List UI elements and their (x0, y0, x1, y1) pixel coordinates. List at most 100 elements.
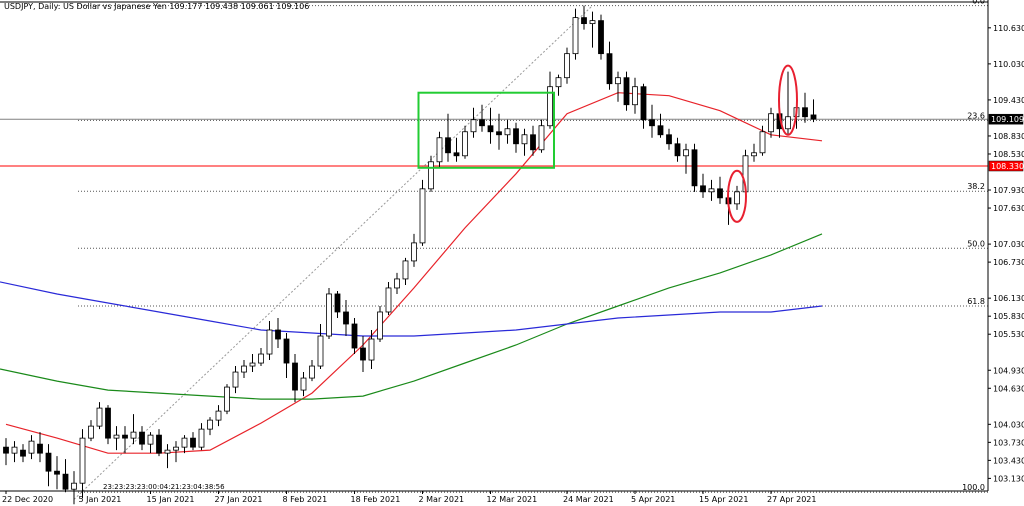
candle (445, 113, 451, 162)
candle-body (343, 311, 349, 325)
candle (683, 143, 689, 174)
y-tick-label: 104.930 (993, 366, 1024, 375)
candle (657, 113, 664, 138)
candle-body (368, 338, 375, 361)
candle (122, 426, 128, 454)
candle (810, 99, 817, 123)
candle-body (275, 329, 281, 340)
annotations (417, 64, 798, 223)
candle-body (241, 365, 247, 373)
candle-body (88, 425, 94, 439)
candle-body (504, 128, 511, 136)
candle-body (258, 353, 264, 364)
candle-body (708, 188, 715, 193)
candle (385, 281, 392, 315)
candle (564, 47, 570, 84)
x-tick-label: 12 Mar 2021 (487, 495, 538, 504)
fib-label: 38.2 (967, 182, 985, 191)
candle-body (292, 362, 298, 391)
y-tick-label: 104.630 (993, 384, 1024, 393)
candle-body (105, 407, 111, 439)
candle (266, 320, 273, 361)
candle (139, 426, 145, 451)
highlight-ellipse (778, 64, 798, 136)
candle-body (615, 77, 621, 85)
candle-body (496, 131, 502, 136)
x-tick-label: 5 Apr 2021 (631, 495, 675, 504)
candle-body (666, 134, 672, 145)
candle-body (802, 107, 808, 118)
x-tick-label: 5 Jan 2021 (79, 495, 122, 504)
candle (283, 333, 290, 379)
candle (292, 354, 298, 403)
y-tick-label: 104.030 (993, 420, 1024, 429)
candle-body (734, 191, 740, 205)
candle (3, 438, 9, 466)
chart-overlays (0, 5, 988, 500)
candle-body (122, 434, 128, 439)
candle (530, 125, 536, 156)
candle-body (572, 17, 579, 55)
candle (606, 41, 613, 90)
moving-averages (0, 92, 823, 454)
candle (207, 417, 213, 436)
candle-body (28, 440, 35, 454)
candle (479, 104, 485, 132)
y-tick-label: 106.130 (993, 294, 1024, 303)
candle-body (462, 131, 468, 157)
candle-body (700, 185, 706, 193)
candle (224, 384, 230, 415)
candle-body (419, 188, 426, 244)
ma-fast-line (5, 92, 823, 454)
candle (79, 429, 86, 499)
fib-label: 61.8 (967, 297, 985, 306)
x-tick-label: 2 Mar 2021 (419, 495, 465, 504)
candle-body (479, 119, 485, 127)
candle-body (564, 53, 570, 79)
candle-body (640, 86, 647, 121)
candle-body (538, 125, 545, 151)
candle-body (581, 17, 587, 25)
ma-slow-line (0, 281, 823, 337)
candle-body (513, 128, 519, 145)
candle (700, 173, 706, 198)
candle (241, 360, 247, 379)
candle-body (3, 446, 9, 454)
candle (343, 299, 349, 337)
candle-body (326, 293, 332, 337)
candle-body (96, 407, 103, 427)
candle (164, 444, 171, 469)
candle-body (207, 419, 213, 430)
candle (105, 405, 111, 445)
candle-body (606, 53, 613, 85)
chart-header: USDJPY, Daily: US Dollar vs Japanese Yen… (4, 2, 309, 11)
y-tick-label: 109.430 (993, 96, 1024, 105)
candle (428, 155, 434, 192)
candle-body (394, 278, 400, 289)
candle-body (377, 311, 383, 340)
candle (360, 336, 366, 373)
candle-body (521, 134, 528, 145)
candle (513, 122, 519, 153)
candle-body (62, 473, 69, 490)
candle (615, 71, 621, 102)
candle-body (683, 149, 689, 157)
highlight-ellipse (727, 169, 747, 223)
candle-body (173, 446, 179, 451)
candle-body (360, 347, 366, 361)
candle (674, 137, 681, 162)
candle-body (785, 116, 791, 130)
candle-body (283, 338, 290, 364)
candle (45, 444, 52, 487)
candle (759, 125, 766, 156)
candle-body (249, 362, 256, 367)
y-tick-label: 105.830 (993, 312, 1024, 321)
candle (54, 456, 60, 490)
candle (62, 459, 69, 493)
candle (351, 317, 358, 355)
fib-label: 50.0 (967, 239, 985, 248)
current-price-tag: 109.109 (991, 115, 1024, 124)
candle-body (54, 470, 60, 475)
current-price-tag-bg (988, 113, 1024, 125)
